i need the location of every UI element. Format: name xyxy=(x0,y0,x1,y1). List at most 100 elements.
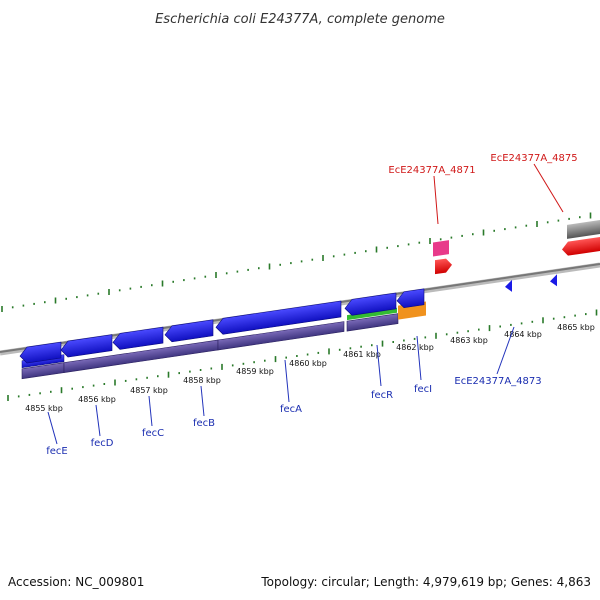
reverse-cds-3 xyxy=(217,321,345,351)
minor-tick xyxy=(306,353,309,356)
gene-label-fecR: fecR xyxy=(371,390,393,401)
minor-tick xyxy=(76,296,78,299)
kbp-label: 4865 kbp xyxy=(557,323,595,332)
minor-tick xyxy=(371,344,373,347)
minor-tick xyxy=(317,351,320,354)
fecI-arrow xyxy=(396,288,425,309)
fecD-arrow xyxy=(60,334,113,358)
minor-tick xyxy=(300,260,303,263)
fecB-arrow xyxy=(164,319,214,343)
minor-tick xyxy=(579,216,581,219)
minor-tick xyxy=(360,345,362,348)
major-tick xyxy=(488,325,491,332)
minor-tick xyxy=(514,226,517,229)
minor-tick xyxy=(50,390,52,393)
major-tick xyxy=(215,272,217,278)
kbp-label: 4861 kbp xyxy=(343,350,381,359)
fecC-arrow xyxy=(112,326,164,350)
major-tick xyxy=(536,221,538,227)
minor-tick xyxy=(285,356,287,359)
major-tick xyxy=(54,297,57,304)
gene-label-fecB: fecB xyxy=(193,418,215,429)
minor-tick xyxy=(499,325,501,328)
minor-tick xyxy=(86,294,89,297)
minor-tick xyxy=(242,362,245,365)
coordinate-labels: 4855 kbp 4856 kbp 4857 kbp 4858 kbp 4859… xyxy=(25,323,595,413)
gene-label-EcE24377A_4873: EcE24377A_4873 xyxy=(454,376,541,387)
minor-tick xyxy=(290,262,292,265)
minor-tick xyxy=(28,393,31,396)
minor-tick xyxy=(82,386,84,389)
minor-tick xyxy=(135,378,138,381)
minor-tick xyxy=(478,328,480,331)
major-tick xyxy=(161,280,164,287)
minor-tick xyxy=(92,384,95,387)
minor-tick xyxy=(247,268,249,271)
minor-tick xyxy=(151,284,153,287)
major-tick xyxy=(114,379,116,386)
minor-tick xyxy=(467,330,469,333)
fecA-arrow xyxy=(215,300,342,335)
major-tick xyxy=(429,238,431,244)
gene-label-fecC: fecC xyxy=(142,428,164,439)
minor-tick xyxy=(493,229,495,232)
minor-tick xyxy=(97,292,100,295)
major-tick xyxy=(7,395,9,401)
minor-tick xyxy=(343,253,346,256)
minor-tick xyxy=(418,241,421,244)
minor-tick xyxy=(118,289,121,292)
major-tick xyxy=(1,306,3,312)
gene-label-fecA: fecA xyxy=(280,404,302,415)
EcE24377A_4871-arrow xyxy=(435,258,452,275)
kbp-label: 4862 kbp xyxy=(396,343,434,352)
minor-tick xyxy=(338,348,341,351)
minor-tick xyxy=(403,339,405,342)
minor-tick xyxy=(397,245,399,248)
gene-label-EcE24377A_4875: EcE24377A_4875 xyxy=(490,153,577,164)
minor-tick xyxy=(225,272,228,275)
minor-tick xyxy=(450,236,453,239)
minor-tick xyxy=(44,301,46,304)
kbp-label: 4864 kbp xyxy=(504,330,542,339)
minor-tick xyxy=(392,341,394,343)
minor-tick xyxy=(504,228,506,231)
major-tick xyxy=(375,246,378,253)
minor-tick xyxy=(386,246,388,249)
minor-tick xyxy=(546,221,549,224)
EcE24377A_4875-arrow xyxy=(562,236,600,256)
gene-label-fecI: fecI xyxy=(414,384,432,395)
major-tick xyxy=(268,263,271,270)
major-tick xyxy=(542,317,544,324)
kbp-label: 4856 kbp xyxy=(78,395,116,404)
minor-tick xyxy=(407,243,410,246)
minor-tick xyxy=(231,364,234,367)
minor-tick xyxy=(140,285,142,288)
gene-label-fecD: fecD xyxy=(91,438,114,449)
minor-tick xyxy=(461,234,463,237)
inner-tick-row xyxy=(7,309,598,401)
minor-tick xyxy=(424,336,427,339)
kbp-label: 4858 kbp xyxy=(183,376,221,385)
EcE24377A_4873-small-arrow-1 xyxy=(505,279,512,292)
minor-tick xyxy=(296,355,298,357)
minor-tick xyxy=(279,263,281,266)
minor-tick xyxy=(22,304,25,307)
major-tick xyxy=(322,255,324,261)
minor-tick xyxy=(552,317,555,320)
minor-tick xyxy=(349,347,352,350)
major-tick xyxy=(167,371,170,378)
minor-tick xyxy=(413,337,416,340)
minor-tick xyxy=(172,280,174,283)
minor-tick xyxy=(17,395,20,398)
kbp-label: 4859 kbp xyxy=(236,367,274,376)
major-tick xyxy=(108,289,110,295)
minor-tick xyxy=(129,287,132,290)
minor-tick xyxy=(568,217,570,220)
minor-tick xyxy=(204,275,207,278)
accession-label: Accession: NC_009801 xyxy=(8,575,144,589)
minor-tick xyxy=(520,322,523,325)
pseudo-gene-gray xyxy=(567,218,600,239)
major-tick xyxy=(595,309,598,316)
minor-tick xyxy=(199,369,202,371)
